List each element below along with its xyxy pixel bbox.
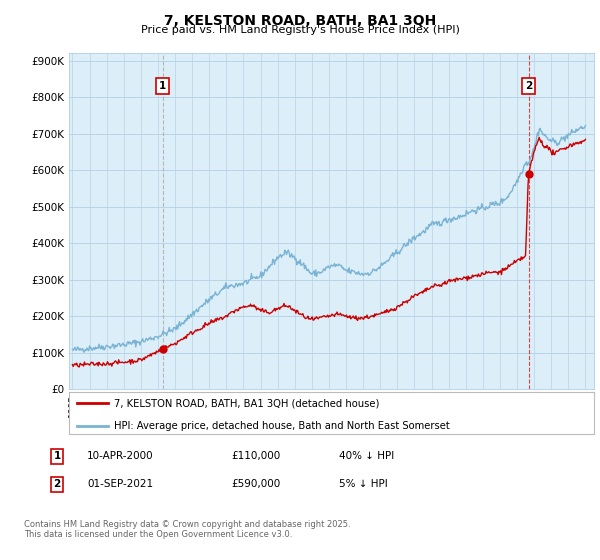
Text: £590,000: £590,000	[231, 479, 280, 489]
Text: 7, KELSTON ROAD, BATH, BA1 3QH: 7, KELSTON ROAD, BATH, BA1 3QH	[164, 14, 436, 28]
Text: 1: 1	[53, 451, 61, 461]
Text: 1: 1	[159, 81, 166, 91]
Text: 7, KELSTON ROAD, BATH, BA1 3QH (detached house): 7, KELSTON ROAD, BATH, BA1 3QH (detached…	[113, 398, 379, 408]
Text: Contains HM Land Registry data © Crown copyright and database right 2025.
This d: Contains HM Land Registry data © Crown c…	[24, 520, 350, 539]
Text: Price paid vs. HM Land Registry's House Price Index (HPI): Price paid vs. HM Land Registry's House …	[140, 25, 460, 35]
Text: 10-APR-2000: 10-APR-2000	[87, 451, 154, 461]
Text: 2: 2	[525, 81, 532, 91]
Text: HPI: Average price, detached house, Bath and North East Somerset: HPI: Average price, detached house, Bath…	[113, 421, 449, 431]
Text: 2: 2	[53, 479, 61, 489]
Text: 01-SEP-2021: 01-SEP-2021	[87, 479, 153, 489]
Text: £110,000: £110,000	[231, 451, 280, 461]
Text: 5% ↓ HPI: 5% ↓ HPI	[339, 479, 388, 489]
Text: 40% ↓ HPI: 40% ↓ HPI	[339, 451, 394, 461]
